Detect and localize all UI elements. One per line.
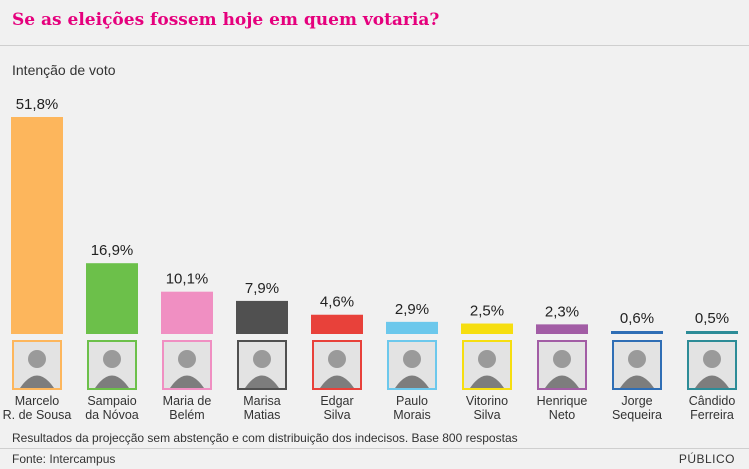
value-label: 7,9% — [245, 280, 279, 297]
person-icon-head — [553, 350, 571, 368]
candidate-name: Marcelo — [15, 394, 60, 408]
candidate-name: Morais — [393, 408, 431, 422]
person-icon-head — [253, 350, 271, 368]
candidate-name: Silva — [323, 408, 350, 422]
person-icon-head — [478, 350, 496, 368]
person-icon-head — [403, 350, 421, 368]
candidate-name: Matias — [244, 408, 281, 422]
candidate-name: Ferreira — [690, 408, 734, 422]
person-icon-body — [170, 375, 204, 388]
person-icon-body — [395, 375, 429, 388]
candidate-name: Paulo — [396, 394, 428, 408]
bar — [11, 117, 63, 334]
person-icon-body — [620, 375, 654, 388]
chart-note: Resultados da projecção sem abstenção e … — [12, 431, 518, 445]
candidate-name: da Nóvoa — [85, 408, 139, 422]
value-label: 2,9% — [395, 301, 429, 318]
candidate-name: Jorge — [621, 394, 652, 408]
value-label: 2,5% — [470, 303, 504, 320]
person-icon-body — [320, 375, 354, 388]
person-icon-body — [470, 375, 504, 388]
candidate-name: Neto — [549, 408, 575, 422]
candidate-name: R. de Sousa — [3, 408, 72, 422]
person-icon-head — [328, 350, 346, 368]
candidate-name: Vitorino — [466, 394, 508, 408]
person-icon-body — [545, 375, 579, 388]
candidate-name: Belém — [169, 408, 204, 422]
candidate-name: Edgar — [320, 394, 353, 408]
title-divider — [0, 45, 749, 46]
person-icon-head — [28, 350, 46, 368]
person-icon-body — [695, 375, 729, 388]
person-icon-head — [103, 350, 121, 368]
source-label: Fonte: Intercampus — [12, 452, 116, 466]
person-icon-head — [703, 350, 721, 368]
bar — [536, 324, 588, 334]
candidate-name: Cândido — [689, 394, 736, 408]
person-icon-head — [178, 350, 196, 368]
candidate-name: Marisa — [243, 394, 281, 408]
person-icon-body — [95, 375, 129, 388]
person-icon-body — [20, 375, 54, 388]
brand-logo-text: PÚBLICO — [678, 452, 735, 466]
footer-divider — [0, 448, 749, 449]
bar — [161, 291, 213, 334]
bar — [611, 331, 663, 334]
candidate-name: Sequeira — [612, 408, 662, 422]
candidate-name: Sampaio — [87, 394, 136, 408]
chart-subtitle: Intenção de voto — [12, 62, 116, 78]
candidate-name: Silva — [473, 408, 500, 422]
candidate-name: Henrique — [537, 394, 588, 408]
value-label: 16,9% — [91, 242, 134, 259]
value-label: 51,8% — [16, 96, 59, 113]
value-label: 0,6% — [620, 310, 654, 327]
bar — [236, 300, 288, 334]
chart-title: Se as eleições fossem hoje em quem votar… — [12, 10, 440, 30]
value-label: 4,6% — [320, 294, 354, 311]
person-icon-head — [628, 350, 646, 368]
bar — [386, 321, 438, 334]
value-label: 0,5% — [695, 310, 729, 327]
candidate-name: Maria de — [163, 394, 212, 408]
bar — [686, 331, 738, 334]
bar — [86, 263, 138, 334]
bar — [311, 314, 363, 334]
person-icon-body — [245, 375, 279, 388]
bar — [461, 323, 513, 334]
value-label: 2,3% — [545, 303, 579, 320]
value-label: 10,1% — [166, 271, 209, 288]
